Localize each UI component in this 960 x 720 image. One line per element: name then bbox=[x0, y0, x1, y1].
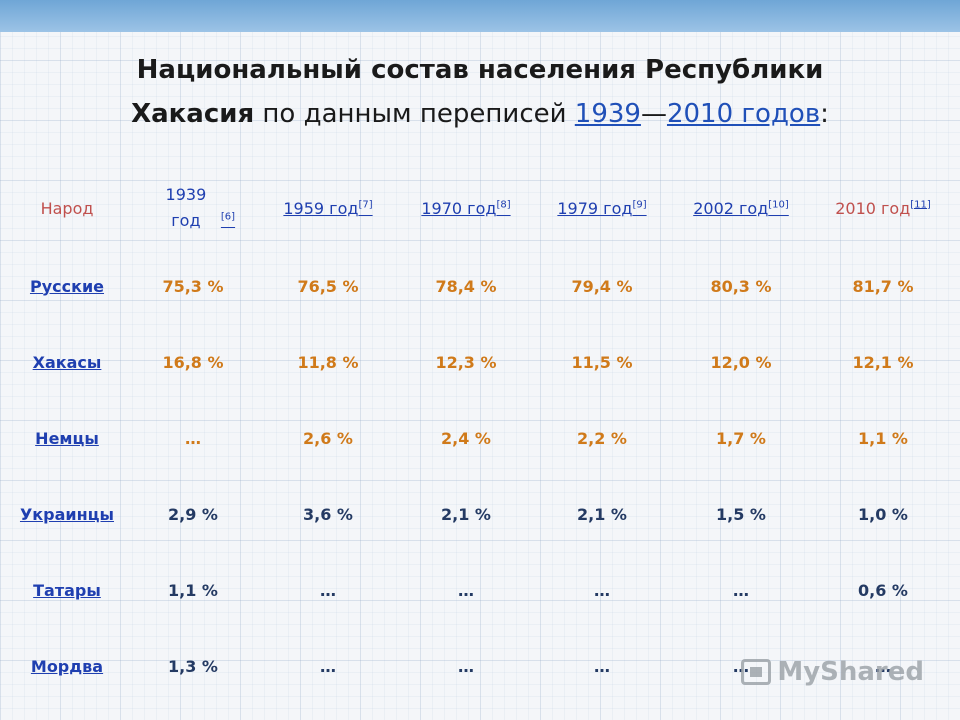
header-label: 1959 год bbox=[283, 198, 359, 218]
header-reference[interactable]: [6] bbox=[220, 211, 236, 223]
header-year-6[interactable]: 2010 год[11] bbox=[812, 168, 954, 248]
value-cell: 1,1 % bbox=[168, 580, 218, 600]
value-cell: … bbox=[733, 580, 749, 600]
header-reference[interactable]: [8] bbox=[496, 199, 511, 211]
table-row: Украинцы 2,9 % 3,6 % 2,1 % 2,1 % 1,5 % 1,0 % bbox=[6, 476, 954, 552]
title-text: по данным переписей bbox=[254, 99, 575, 129]
row-name-cell[interactable]: Татары bbox=[6, 552, 128, 628]
value-cell: … bbox=[594, 656, 610, 676]
value-cell: 11,5 % bbox=[571, 352, 633, 372]
header-label: Народ bbox=[40, 198, 94, 218]
title-link-1939[interactable]: 1939 bbox=[574, 99, 641, 129]
nationality-link[interactable]: Русские bbox=[29, 276, 105, 296]
value-cell: 1,7 % bbox=[716, 428, 766, 448]
value-cell: 78,4 % bbox=[435, 276, 497, 296]
title-line-2: Хакасия по данным переписей 1939—2010 го… bbox=[0, 92, 960, 136]
title-dash: — bbox=[640, 99, 667, 129]
nationality-link[interactable]: Хакасы bbox=[32, 352, 102, 372]
value-cell: … bbox=[320, 580, 336, 600]
nationality-link[interactable]: Татары bbox=[33, 580, 101, 600]
value-cell: 12,3 % bbox=[435, 352, 497, 372]
value-cell: … bbox=[458, 656, 474, 676]
header-label: 1979 год bbox=[557, 198, 633, 218]
top-decorative-band bbox=[0, 0, 960, 32]
header-label: 1970 год bbox=[421, 198, 497, 218]
table-row: Татары 1,1 % … … … … 0,6 % bbox=[6, 552, 954, 628]
header-reference[interactable]: [7] bbox=[358, 199, 373, 211]
value-cell: 1,0 % bbox=[858, 504, 908, 524]
table-row: Немцы … 2,6 % 2,4 % 2,2 % 1,7 % 1,1 % bbox=[6, 400, 954, 476]
header-label: 2010 год bbox=[835, 198, 911, 218]
header-label: 1939 год bbox=[165, 185, 207, 230]
value-cell: … bbox=[320, 656, 336, 676]
row-name-cell[interactable]: Русские bbox=[6, 248, 128, 324]
value-cell: 0,6 % bbox=[858, 580, 908, 600]
watermark-text: MyShared bbox=[777, 657, 924, 687]
value-cell: … bbox=[458, 580, 474, 600]
slide-title: Национальный состав населения Республики… bbox=[0, 48, 960, 136]
header-year-3[interactable]: 1970 год[8] bbox=[398, 168, 534, 248]
row-name-cell[interactable]: Немцы bbox=[6, 400, 128, 476]
value-cell: 12,1 % bbox=[852, 352, 914, 372]
header-year-4[interactable]: 1979 год[9] bbox=[534, 168, 670, 248]
value-cell: 11,8 % bbox=[297, 352, 359, 372]
row-name-cell[interactable]: Мордва bbox=[6, 628, 128, 704]
row-name-cell[interactable]: Украинцы bbox=[6, 476, 128, 552]
table-body: Русские 75,3 % 76,5 % 78,4 % 79,4 % 80,3 % 81,… bbox=[6, 248, 954, 704]
value-cell: 1,5 % bbox=[716, 504, 766, 524]
nationality-link[interactable]: Мордва bbox=[30, 656, 104, 676]
value-cell: 1,1 % bbox=[858, 428, 908, 448]
value-cell: 2,4 % bbox=[441, 428, 491, 448]
value-cell: 12,0 % bbox=[710, 352, 772, 372]
value-cell: 3,6 % bbox=[303, 504, 353, 524]
value-cell: 2,6 % bbox=[303, 428, 353, 448]
value-cell: 79,4 % bbox=[571, 276, 633, 296]
table-row: Хакасы 16,8 % 11,8 % 12,3 % 11,5 % 12,0 % 12,1… bbox=[6, 324, 954, 400]
header-label: 2002 год bbox=[693, 198, 769, 218]
header-reference[interactable]: [9] bbox=[632, 199, 647, 211]
value-cell: 75,3 % bbox=[162, 276, 224, 296]
header-reference[interactable]: [11] bbox=[910, 199, 931, 211]
population-table: Народ 1939 год [6] 1959 год[7] 1970 год[8] 19… bbox=[6, 168, 954, 704]
table-header-row: Народ 1939 год [6] 1959 год[7] 1970 год[8] 19… bbox=[6, 168, 954, 248]
header-year-5[interactable]: 2002 год[10] bbox=[670, 168, 812, 248]
title-line-1: Национальный состав населения Республики bbox=[136, 55, 824, 85]
header-year-1[interactable]: 1939 год [6] bbox=[128, 168, 258, 248]
row-name-cell[interactable]: Хакасы bbox=[6, 324, 128, 400]
header-year-2[interactable]: 1959 год[7] bbox=[258, 168, 398, 248]
value-cell: 2,9 % bbox=[168, 504, 218, 524]
title-bold-region: Хакасия bbox=[131, 99, 255, 129]
value-cell: 16,8 % bbox=[162, 352, 224, 372]
nationality-link[interactable]: Немцы bbox=[35, 428, 99, 448]
table-row: Русские 75,3 % 76,5 % 78,4 % 79,4 % 80,3 % 81,… bbox=[6, 248, 954, 324]
value-cell: 81,7 % bbox=[852, 276, 914, 296]
title-link-2010[interactable]: 2010 годов bbox=[666, 99, 821, 129]
projector-icon bbox=[741, 659, 772, 685]
value-cell: 2,1 % bbox=[441, 504, 491, 524]
value-cell: 2,2 % bbox=[577, 428, 627, 448]
value-cell: … bbox=[185, 428, 201, 448]
value-cell: 2,1 % bbox=[577, 504, 627, 524]
title-colon: : bbox=[820, 99, 829, 129]
value-cell: 1,3 % bbox=[168, 656, 218, 676]
header-people: Народ bbox=[6, 168, 128, 248]
value-cell: … bbox=[875, 656, 891, 676]
watermark: MyShared bbox=[741, 652, 924, 692]
value-cell: 76,5 % bbox=[297, 276, 359, 296]
header-reference[interactable]: [10] bbox=[768, 199, 789, 211]
value-cell: 80,3 % bbox=[710, 276, 772, 296]
nationality-link[interactable]: Украинцы bbox=[19, 504, 115, 524]
table-row: Мордва 1,3 %…………… bbox=[6, 628, 954, 704]
value-cell: … bbox=[594, 580, 610, 600]
